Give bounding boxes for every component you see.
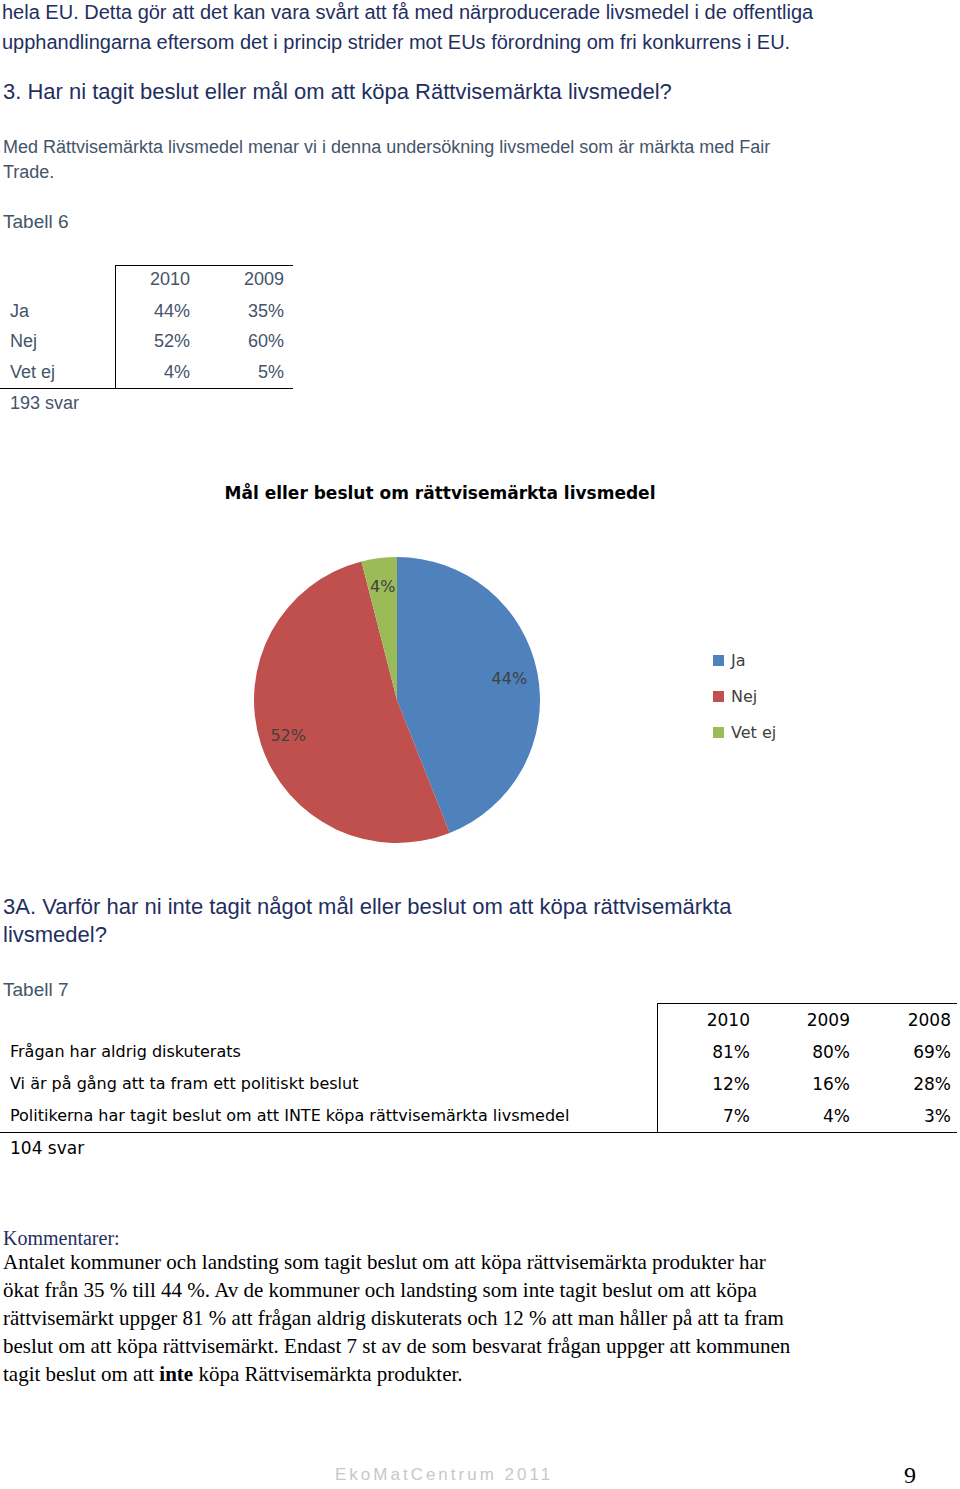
html-text:12%: 12% [712, 1073, 750, 1094]
html-text:4%: 4% [164, 362, 190, 383]
html-text:80%: 80% [812, 1041, 850, 1062]
html-text:16%: 16% [812, 1073, 850, 1094]
html-text:7%: 7% [723, 1105, 750, 1126]
html-text:Nej: Nej [10, 331, 37, 352]
html-text:Politikerna har tagit beslut o: Politikerna har tagit beslut om att INTE… [10, 1106, 570, 1126]
html-text:Vet ej: Vet ej [10, 362, 55, 383]
html-text:44%: 44% [154, 301, 190, 322]
html-text:Vet ej: Vet ej [731, 723, 777, 743]
html-text:52%: 52% [154, 331, 190, 352]
html-text:4%: 4% [823, 1105, 850, 1126]
html-text:60%: 60% [248, 331, 284, 352]
html-text:3%: 3% [924, 1105, 951, 1126]
html-text:Vi är på gång att ta fram ett: Vi är på gång att ta fram ett politiskt … [10, 1074, 359, 1094]
html-text:Tabell 7: Tabell 7 [3, 978, 69, 1000]
html-text:EkoMatCentrum 2011: EkoMatCentrum 2011 [335, 1464, 554, 1484]
svg-text:44%: 44% [492, 669, 528, 688]
html-text:ökat från 35 % till 44 %. Av d: ökat från 35 % till 44 %. Av de kommuner… [3, 1278, 757, 1303]
html-text:2010: 2010 [150, 269, 190, 290]
html-text:2009: 2009 [244, 269, 284, 290]
html-text:9: 9 [904, 1461, 916, 1488]
html-text:livsmedel?: livsmedel? [3, 921, 107, 947]
html-text:Mål eller beslut om rättvisemä: Mål eller beslut om rättvisemärkta livsm… [224, 482, 656, 503]
html-text:tagit beslut om att inte köpa: tagit beslut om att inte köpa Rättvisemä… [3, 1362, 463, 1387]
html-text:Antalet kommuner och landsting: Antalet kommuner och landsting som tagit… [3, 1250, 766, 1275]
html-text:2010: 2010 [706, 1009, 750, 1030]
html-text:beslut om att köpa rättvisemär: beslut om att köpa rättvisemärkt. Endast… [3, 1334, 791, 1359]
svg-text:4%: 4% [370, 577, 395, 596]
html-text:rättvisemärkt uppger 81 % att: rättvisemärkt uppger 81 % att frågan ald… [3, 1306, 784, 1331]
html-text:3A. Varför har ni inte tagit n: 3A. Varför har ni inte tagit något mål e… [3, 893, 732, 919]
html-text:35%: 35% [248, 301, 284, 322]
html-text:Tabell 6: Tabell 6 [3, 210, 69, 232]
html-text:193 svar: 193 svar [10, 393, 79, 414]
svg-text:52%: 52% [270, 726, 306, 745]
html-text:Trade.: Trade. [3, 162, 55, 183]
html-text:Med Rättvisemärkta livsmedel m: Med Rättvisemärkta livsmedel menar vi i … [3, 137, 771, 158]
html-text:81%: 81% [712, 1041, 750, 1062]
html-text:Ja: Ja [10, 301, 29, 322]
html-text:28%: 28% [913, 1073, 951, 1094]
html-text:Kommentarer:: Kommentarer: [3, 1227, 120, 1249]
html-text:5%: 5% [258, 362, 284, 383]
html-text:104 svar: 104 svar [10, 1137, 85, 1158]
html-text:Nej: Nej [731, 687, 758, 707]
html-text:3. Har ni tagit beslut eller m: 3. Har ni tagit beslut eller mål om att … [3, 78, 672, 104]
html-text:Ja: Ja [731, 651, 746, 671]
html-text:2008: 2008 [907, 1009, 951, 1030]
html-text:hela EU. Detta gör att det kan: hela EU. Detta gör att det kan vara svår… [2, 1, 814, 23]
html-text:upphandlingarna eftersom det i: upphandlingarna eftersom det i princip s… [2, 31, 791, 53]
html-text:69%: 69% [913, 1041, 951, 1062]
html-text:Frågan har aldrig diskuterats: Frågan har aldrig diskuterats [10, 1042, 241, 1062]
html-text:2009: 2009 [806, 1009, 850, 1030]
